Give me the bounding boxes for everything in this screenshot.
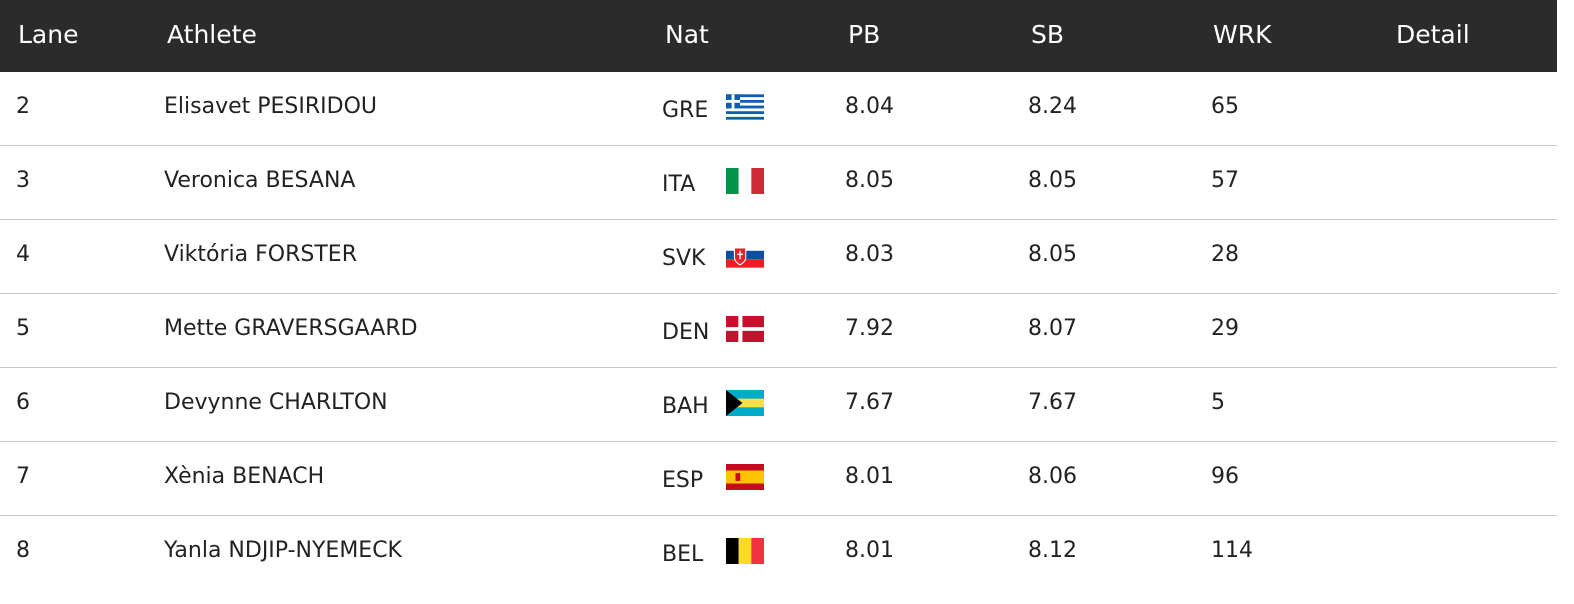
column-header: SB bbox=[1031, 20, 1065, 49]
sb-cell: 8.24 bbox=[1028, 94, 1077, 119]
nat-cell: SVK bbox=[662, 246, 706, 271]
column-header: PB bbox=[848, 20, 881, 49]
flag bbox=[726, 464, 764, 490]
lane-cell: 7 bbox=[16, 464, 30, 489]
athlete-cell: Elisavet PESIRIDOU bbox=[164, 94, 377, 119]
table-row: 2 Elisavet PESIRIDOU GRE 8.04 8.24 65 bbox=[0, 72, 1557, 146]
pb-cell: 8.03 bbox=[845, 242, 894, 267]
flag bbox=[726, 168, 764, 194]
column-header: Nat bbox=[665, 20, 709, 49]
table-row: 4 Viktória FORSTER SVK 8.03 8.05 28 bbox=[0, 220, 1557, 294]
lane-cell: 3 bbox=[16, 168, 30, 193]
table-header: Lane Athlete Nat PB SB WRK Detail bbox=[0, 0, 1557, 72]
sb-cell: 8.05 bbox=[1028, 168, 1077, 193]
wrk-cell: 114 bbox=[1211, 538, 1253, 563]
athlete-cell: Viktória FORSTER bbox=[164, 242, 357, 267]
pb-cell: 7.92 bbox=[845, 316, 894, 341]
wrk-cell: 65 bbox=[1211, 94, 1239, 119]
wrk-cell: 28 bbox=[1211, 242, 1239, 267]
wrk-cell: 5 bbox=[1211, 390, 1225, 415]
flag bbox=[726, 242, 764, 268]
pb-cell: 8.05 bbox=[845, 168, 894, 193]
athlete-cell: Devynne CHARLTON bbox=[164, 390, 388, 415]
flag bbox=[726, 390, 764, 416]
flag bbox=[726, 316, 764, 342]
wrk-cell: 57 bbox=[1211, 168, 1239, 193]
nat-cell: BEL bbox=[662, 542, 704, 567]
sb-cell: 8.06 bbox=[1028, 464, 1077, 489]
pb-cell: 8.01 bbox=[845, 464, 894, 489]
athlete-cell: Xènia BENACH bbox=[164, 464, 325, 489]
athlete-cell: Yanla NDJIP-NYEMECK bbox=[164, 538, 402, 563]
table-row: 3 Veronica BESANA ITA 8.05 8.05 57 bbox=[0, 146, 1557, 220]
table-row: 6 Devynne CHARLTON BAH 7.67 7.67 5 bbox=[0, 368, 1557, 442]
pb-cell: 7.67 bbox=[845, 390, 894, 415]
pb-cell: 8.04 bbox=[845, 94, 894, 119]
pb-cell: 8.01 bbox=[845, 538, 894, 563]
lane-cell: 8 bbox=[16, 538, 30, 563]
lane-cell: 2 bbox=[16, 94, 30, 119]
column-header: Athlete bbox=[167, 20, 257, 49]
wrk-cell: 96 bbox=[1211, 464, 1239, 489]
athlete-cell: Mette GRAVERSGAARD bbox=[164, 316, 418, 341]
athlete-cell: Veronica BESANA bbox=[164, 168, 356, 193]
wrk-cell: 29 bbox=[1211, 316, 1239, 341]
sb-cell: 8.05 bbox=[1028, 242, 1077, 267]
flag bbox=[726, 538, 764, 564]
nat-cell: ITA bbox=[662, 172, 696, 197]
nat-cell: BAH bbox=[662, 394, 709, 419]
sb-cell: 7.67 bbox=[1028, 390, 1077, 415]
table-row: 8 Yanla NDJIP-NYEMECK BEL 8.01 8.12 114 bbox=[0, 516, 1557, 590]
lane-cell: 6 bbox=[16, 390, 30, 415]
table-row: 5 Mette GRAVERSGAARD DEN 7.92 8.07 29 bbox=[0, 294, 1557, 368]
sb-cell: 8.12 bbox=[1028, 538, 1077, 563]
lane-cell: 4 bbox=[16, 242, 30, 267]
sb-cell: 8.07 bbox=[1028, 316, 1077, 341]
lane-cell: 5 bbox=[16, 316, 30, 341]
column-header: WRK bbox=[1213, 20, 1272, 49]
table-row: 7 Xènia BENACH ESP 8.01 8.06 96 bbox=[0, 442, 1557, 516]
nat-cell: DEN bbox=[662, 320, 710, 345]
column-header: Detail bbox=[1396, 20, 1470, 49]
nat-cell: GRE bbox=[662, 98, 709, 123]
flag bbox=[726, 94, 764, 120]
nat-cell: ESP bbox=[662, 468, 704, 493]
column-header: Lane bbox=[18, 20, 79, 49]
